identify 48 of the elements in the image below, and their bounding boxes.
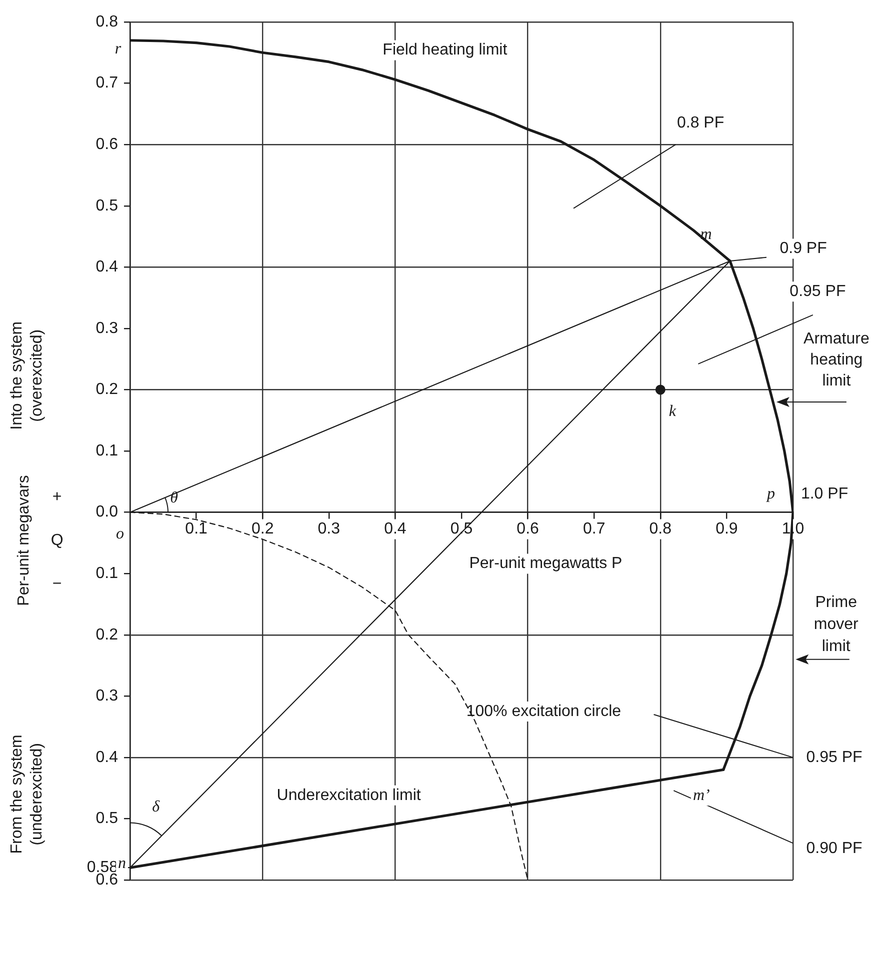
x-tick-label: 0.8 — [649, 520, 672, 538]
text: Into the system (overexcited) — [8, 321, 46, 430]
x-tick-label: 0.7 — [582, 520, 606, 538]
annotation: o — [116, 525, 124, 542]
annotation: 0.8 PF — [676, 114, 724, 132]
x-tick-label: 0.2 — [251, 520, 274, 538]
y-tick-label: 0.4 — [96, 258, 118, 276]
y-tick-label: 0.4 — [96, 748, 118, 766]
text: Prime mover limit — [814, 594, 859, 655]
annotation: n — [118, 854, 126, 872]
annotation: r — [114, 40, 122, 58]
annotation: m’ — [692, 786, 710, 804]
x-tick-label: 0.3 — [318, 520, 340, 538]
annotation: Underexcitation limit — [276, 786, 422, 804]
text: 0.90 PF — [806, 840, 863, 858]
annotation: Armature heating limit — [804, 330, 870, 390]
annotation: 100% excitation circle — [466, 702, 622, 720]
y-tick-label: 0.1 — [96, 564, 118, 582]
text: Q — [50, 532, 64, 549]
y-tick-label: 0.8 — [96, 13, 118, 30]
y-tick-label: 0.2 — [96, 626, 118, 644]
annotation: Field heating limit — [382, 42, 508, 59]
x-tick-label: 0.1 — [185, 520, 208, 538]
x-tick-label: 0.9 — [716, 520, 738, 538]
annotation: k — [668, 402, 677, 420]
y-tick-label: 0.3 — [96, 688, 118, 705]
y-tick-label: 0.2 — [96, 381, 118, 398]
annotation: θ — [170, 489, 178, 506]
y-tick-label: 0.0 — [96, 504, 118, 521]
annotation: 0.95 PF — [790, 283, 846, 300]
y-tick-label: 0.7 — [96, 74, 118, 92]
text: − — [52, 575, 62, 592]
y-axis-title: Per-unit megavars — [15, 475, 32, 606]
x-tick-label: 0.6 — [516, 520, 540, 538]
text: + — [52, 488, 62, 506]
text: 0.95 PF — [806, 748, 863, 766]
y-tick-label: 0.5 — [96, 197, 118, 214]
y-tick-label: 0.1 — [96, 442, 118, 460]
annotation: p — [766, 485, 775, 502]
x-tick-label: 0.4 — [384, 520, 406, 538]
text: 1.0 PF — [800, 485, 848, 502]
y-tick-label: 0.3 — [96, 320, 118, 337]
x-axis-title: Per-unit megawatts P — [469, 555, 622, 572]
y-tick-label: 0.6 — [96, 136, 118, 153]
text: From the system (underexcited) — [8, 734, 46, 854]
annotation: δ — [152, 798, 160, 816]
y-tick-label: 0.5 — [96, 810, 118, 828]
annotation: 0.9 PF — [780, 240, 828, 258]
